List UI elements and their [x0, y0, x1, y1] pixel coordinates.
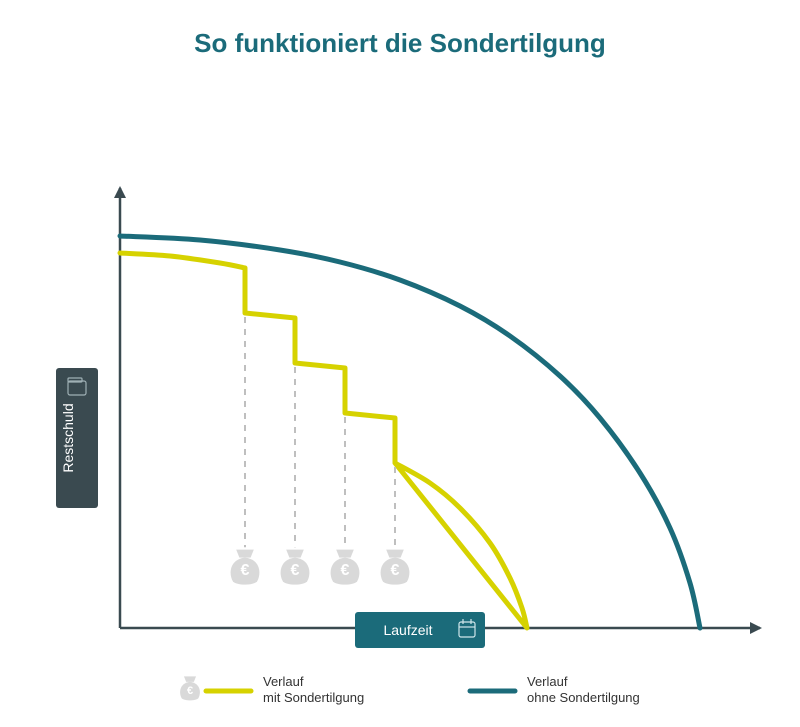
svg-text:Verlauf: Verlauf	[527, 674, 568, 689]
moneybag-icon-3: €	[381, 550, 410, 585]
svg-text:€: €	[391, 562, 400, 579]
moneybag-icon-2: €	[331, 550, 360, 585]
moneybag-icon-legend: €	[180, 676, 200, 700]
svg-text:ohne Sondertilgung: ohne Sondertilgung	[527, 690, 640, 705]
moneybag-icon-0: €	[231, 550, 260, 585]
svg-text:€: €	[241, 562, 250, 579]
moneybag-icon-1: €	[281, 550, 310, 585]
curve-without-sondertilgung	[120, 236, 700, 628]
svg-text:Restschuld: Restschuld	[60, 403, 76, 472]
legend-item-with: € Verlaufmit Sondertilgung	[180, 674, 364, 705]
svg-text:€: €	[187, 685, 193, 697]
svg-text:mit Sondertilgung: mit Sondertilgung	[263, 690, 364, 705]
chart-area: €€€€RestschuldLaufzeit€Verlaufmit Sonder…	[0, 98, 800, 718]
y-axis-label: Restschuld	[56, 368, 98, 508]
y-axis-arrow	[114, 186, 126, 198]
svg-text:€: €	[341, 562, 350, 579]
svg-text:€: €	[291, 562, 300, 579]
svg-text:Verlauf: Verlauf	[263, 674, 304, 689]
x-axis-label: Laufzeit	[355, 612, 485, 648]
chart-title: So funktioniert die Sondertilgung	[0, 28, 800, 59]
x-axis-arrow	[750, 622, 762, 634]
svg-text:Laufzeit: Laufzeit	[383, 622, 432, 638]
legend-item-without: Verlaufohne Sondertilgung	[470, 674, 640, 705]
